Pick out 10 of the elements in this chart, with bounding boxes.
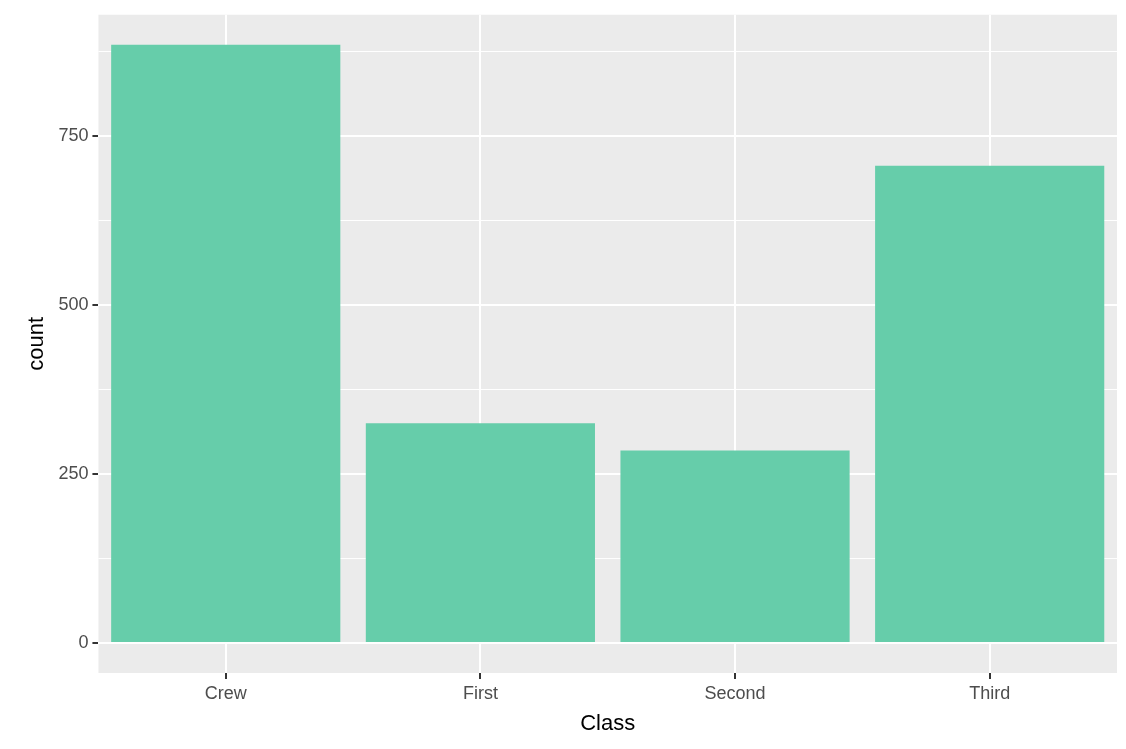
x-axis-title: Class [580,709,636,735]
x-tick-label: Third [969,682,1011,703]
x-tick-label: Crew [204,682,248,703]
y-tick-label: 250 [58,463,89,484]
y-axis-title: count [23,316,49,371]
y-tick-label: 500 [58,293,89,314]
x-tick-label: First [462,682,498,703]
x-tick-label: Second [704,682,766,703]
y-tick-label: 0 [78,632,89,653]
y-tick-label: 750 [58,124,89,145]
